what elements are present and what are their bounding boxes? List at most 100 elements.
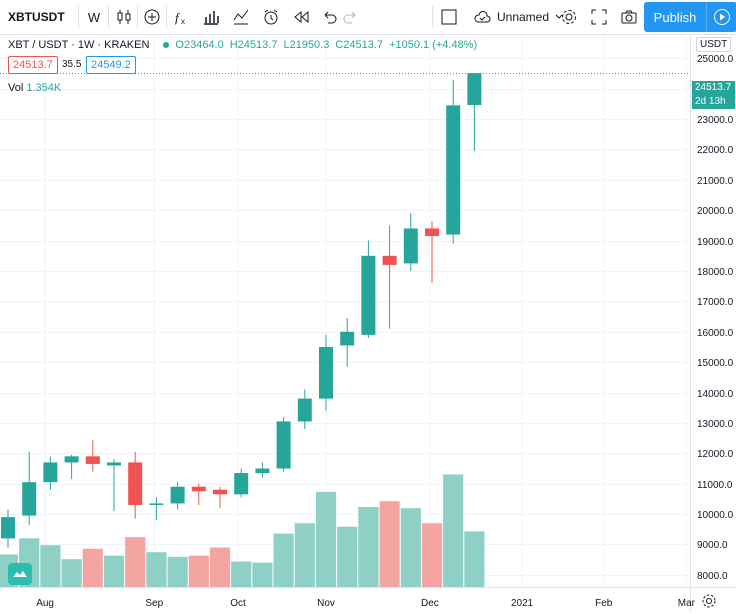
fullscreen-icon[interactable] [586,0,612,34]
volume-bar [82,548,103,587]
price-chart[interactable]: 8000.0 9000.0 10000.0 11000.0 12000.0 13000.0… [0,34,736,611]
volume-bar [400,508,421,587]
candlestick-series [1,73,482,548]
volume-bar [421,523,443,587]
templates-icon[interactable] [228,0,254,34]
toolbar-divider [432,6,433,28]
time-tick-label: Dec [421,598,439,609]
publish-button[interactable]: Publish [644,2,706,32]
layout-name-button[interactable]: Unnamed [468,0,568,34]
price-tick-label: 11000.0 [697,480,733,491]
candle-body [22,482,37,516]
play-replay-button[interactable] [706,2,736,32]
toolbar-divider [166,6,167,28]
ask-price-badge[interactable]: 24549.2 [86,56,136,74]
volume-bar [294,523,315,587]
chevron-down-icon [555,14,563,19]
volume-bar [315,491,337,587]
candle-body [425,228,439,237]
change-value: +1050.1 (+4.48%) [389,39,478,51]
time-tick-label: Feb [595,598,613,609]
candle-body [255,468,270,474]
price-tick-label: 20000.0 [697,206,734,217]
chart-legend: XBT / USDT · 1W · KRAKEN O23464.0 H24513… [8,39,477,51]
volume-bar [337,526,358,587]
volume-bar [464,531,485,587]
price-tick-label: 15000.0 [697,358,734,369]
price-tick-label: 8000.0 [697,571,728,582]
symbol-search-button[interactable]: XBTUSDT [8,10,65,24]
candle-body [276,421,291,469]
low-value: L21950.3 [283,39,330,51]
volume-bar [358,506,379,587]
symbol-title: XBT / USDT · 1W · KRAKEN [8,39,150,51]
compare-add-icon[interactable] [139,0,165,34]
svg-text:x: x [181,17,185,26]
volume-label: Vol [8,82,24,94]
volume-bar [273,533,294,587]
redo-icon[interactable] [338,0,364,34]
candle-body [319,346,333,399]
cloud-icon [474,11,491,23]
volume-bar [167,556,188,587]
time-tick-label: Oct [230,598,246,609]
market-status-icon [163,42,170,48]
fullscreen-layout-icon[interactable] [436,0,462,34]
open-value: O23464.0 [175,39,224,51]
volume-bar [125,537,146,587]
candle-body [107,462,121,466]
tradingview-logo-icon[interactable] [8,563,32,585]
price-tick-label: 12000.0 [697,449,734,460]
volume-bar [103,555,125,587]
volume-bar [379,501,400,587]
time-tick-label: 2021 [511,598,534,609]
candle-body [340,331,355,346]
interval-button[interactable]: W [87,9,101,25]
candles-chart-type-icon[interactable] [111,0,137,34]
price-tick-label: 21000.0 [697,176,734,187]
volume-bar [209,547,231,587]
time-tick-label: Sep [145,598,163,609]
volume-bar [40,545,61,587]
currency-unit-button[interactable]: USDT [696,37,732,52]
candle-body [446,105,461,235]
volume-legend: Vol 1.354K [8,82,61,94]
replay-icon[interactable] [288,0,314,34]
undo-icon[interactable] [316,0,342,34]
price-axis[interactable]: 8000.0 9000.0 10000.0 11000.0 12000.0 13000.0… [697,54,734,582]
candle-body [234,473,249,495]
price-tick-label: 22000.0 [697,145,734,156]
alert-clock-icon[interactable] [258,0,284,34]
volume-bar [188,555,209,587]
price-tick-label: 13000.0 [697,419,734,430]
candle-body [467,73,482,105]
settings-gear-icon[interactable] [556,0,582,34]
candle-body [361,255,376,335]
bid-price-badge[interactable]: 24513.7 [8,56,58,74]
bar-countdown-label: 2d 13h [692,95,735,109]
chart-grid [0,34,690,587]
volume-bar [146,552,167,587]
price-tick-label: 25000.0 [697,54,734,65]
time-tick-label: Aug [36,598,54,609]
financials-icon[interactable] [198,0,224,34]
price-tick-label: 23000.0 [697,115,734,126]
axis-settings-gear-icon[interactable] [701,593,717,614]
time-tick-label: Nov [317,598,335,609]
last-price-label: 24513.7 [692,81,735,95]
price-tick-label: 19000.0 [697,237,734,248]
time-axis[interactable]: Aug Sep Oct Nov Dec 2021 Feb Mar [36,598,695,609]
volume-bar [61,559,82,587]
price-tick-label: 18000.0 [697,267,734,278]
toolbar-divider [137,6,138,28]
toolbar-divider [78,6,79,28]
candle-body [403,228,418,264]
toolbar-divider [108,6,109,28]
volume-bar [231,561,252,587]
camera-snapshot-icon[interactable] [616,0,642,34]
high-value: H24513.7 [229,39,278,51]
candle-body [191,486,206,492]
price-tick-label: 9000.0 [697,540,728,551]
candle-body [64,456,79,463]
